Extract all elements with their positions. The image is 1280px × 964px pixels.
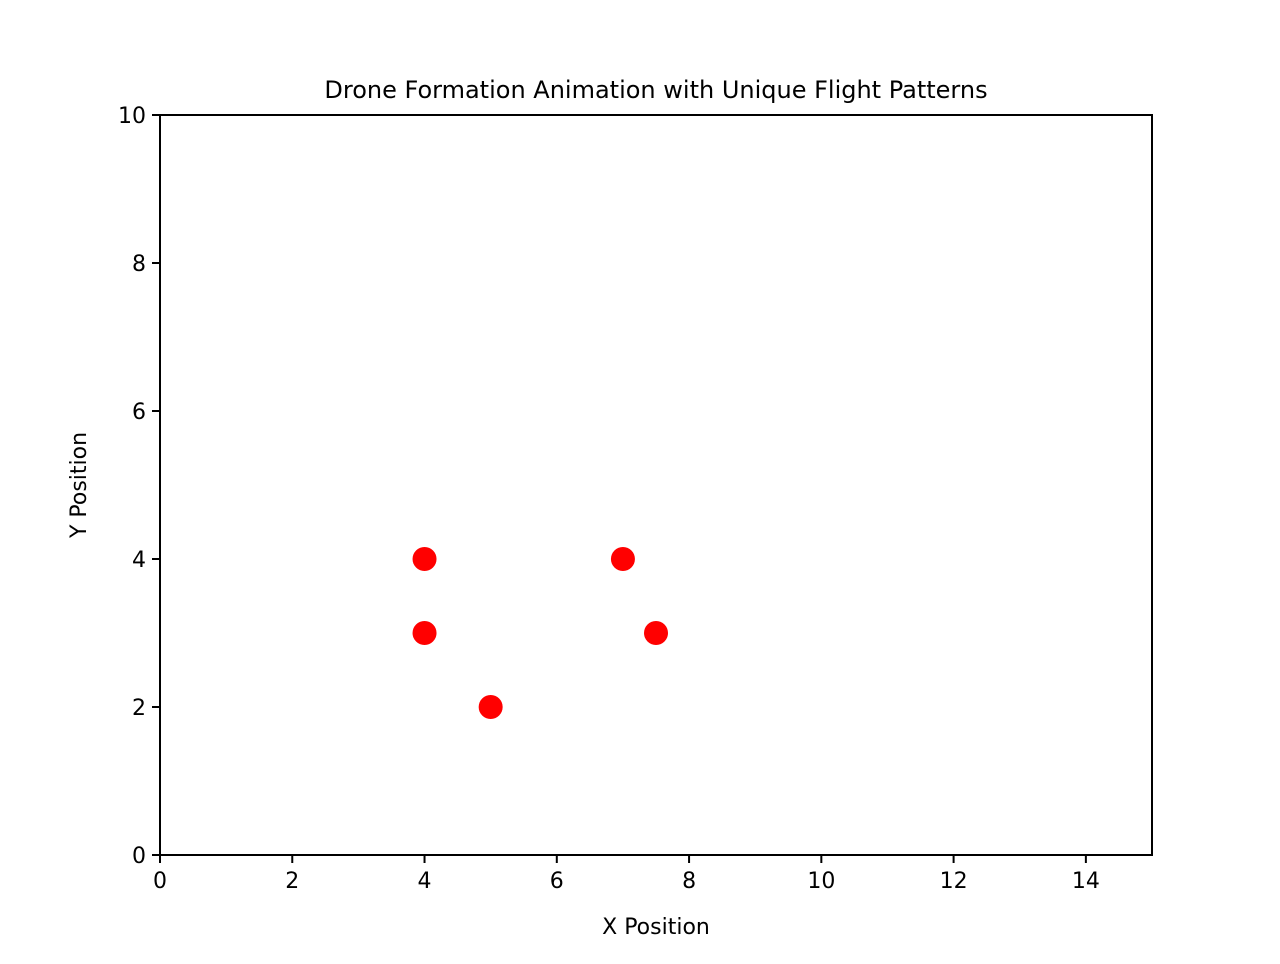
y-tick-label: 0: [132, 844, 146, 869]
y-axis-label: Y Position: [67, 432, 92, 539]
y-tick-label: 6: [132, 400, 146, 425]
x-axis-label: X Position: [602, 915, 710, 940]
y-tick-label: 2: [132, 696, 146, 721]
data-points: [412, 547, 668, 719]
x-tick-label: 2: [285, 869, 299, 894]
drone-point: [610, 547, 635, 571]
y-tick-label: 8: [132, 252, 146, 277]
plot-area-frame: [159, 114, 1153, 856]
drone-point: [644, 621, 668, 645]
x-axis-ticks: 0 2 4 6 8 10 12 14: [153, 855, 1100, 894]
y-tick-label: 4: [132, 548, 146, 573]
y-tick-label: 10: [118, 104, 146, 129]
x-tick-label: 14: [1072, 869, 1100, 894]
y-axis-ticks: 0 2 4 6 8 10: [118, 104, 160, 869]
x-tick-label: 10: [807, 869, 835, 894]
x-tick-label: 6: [550, 869, 564, 894]
x-tick-label: 8: [682, 869, 696, 894]
drone-point: [412, 547, 437, 571]
chart-title: Drone Formation Animation with Unique Fl…: [324, 76, 987, 104]
x-tick-label: 0: [153, 869, 167, 894]
x-tick-label: 4: [418, 869, 432, 894]
x-tick-label: 12: [940, 869, 968, 894]
drone-point: [478, 695, 503, 719]
drone-point: [412, 621, 437, 645]
